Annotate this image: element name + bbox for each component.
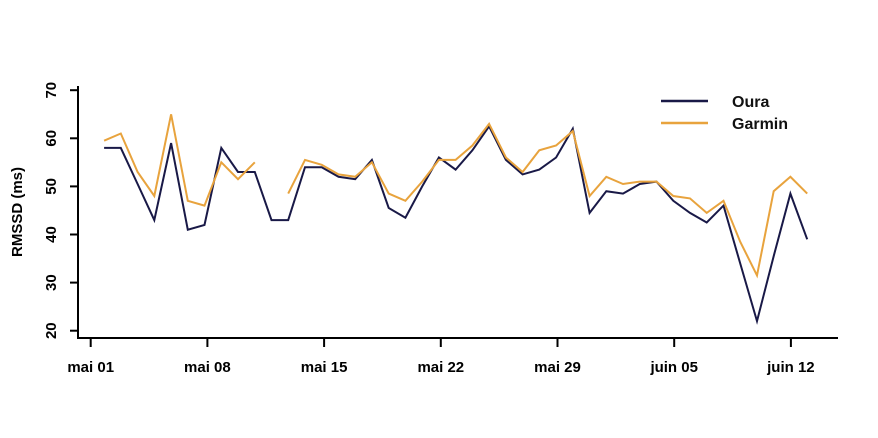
y-axis-title: RMSSD (ms)	[9, 167, 26, 257]
series-lines	[103, 114, 809, 325]
y-tick-label-20: 20	[43, 322, 60, 339]
x-tick-label-juin05: juin 05	[649, 359, 698, 376]
oura-line	[104, 124, 809, 325]
x-tick-label-mai22: mai 22	[417, 359, 464, 376]
legend-label-oura: Oura	[732, 94, 769, 111]
x-tick-label-mai15: mai 15	[301, 359, 348, 376]
x-tick-label-mai01: mai 01	[67, 359, 114, 376]
y-tick-label-50: 50	[43, 178, 60, 195]
x-axis-ticks	[89, 338, 792, 347]
legend: Oura Garmin	[661, 94, 788, 133]
x-tick-label-mai08: mai 08	[184, 359, 231, 376]
x-tick-label-juin12: juin 12	[766, 359, 815, 376]
y-tick-label-40: 40	[43, 226, 60, 243]
y-tick-label-30: 30	[43, 274, 60, 291]
legend-label-garmin: Garmin	[732, 116, 788, 133]
y-tick-label-60: 60	[43, 130, 60, 147]
x-tick-label-mai29: mai 29	[534, 359, 581, 376]
garmin-line	[103, 114, 808, 279]
y-tick-label-70: 70	[43, 82, 60, 99]
y-axis-ticks	[70, 89, 78, 332]
